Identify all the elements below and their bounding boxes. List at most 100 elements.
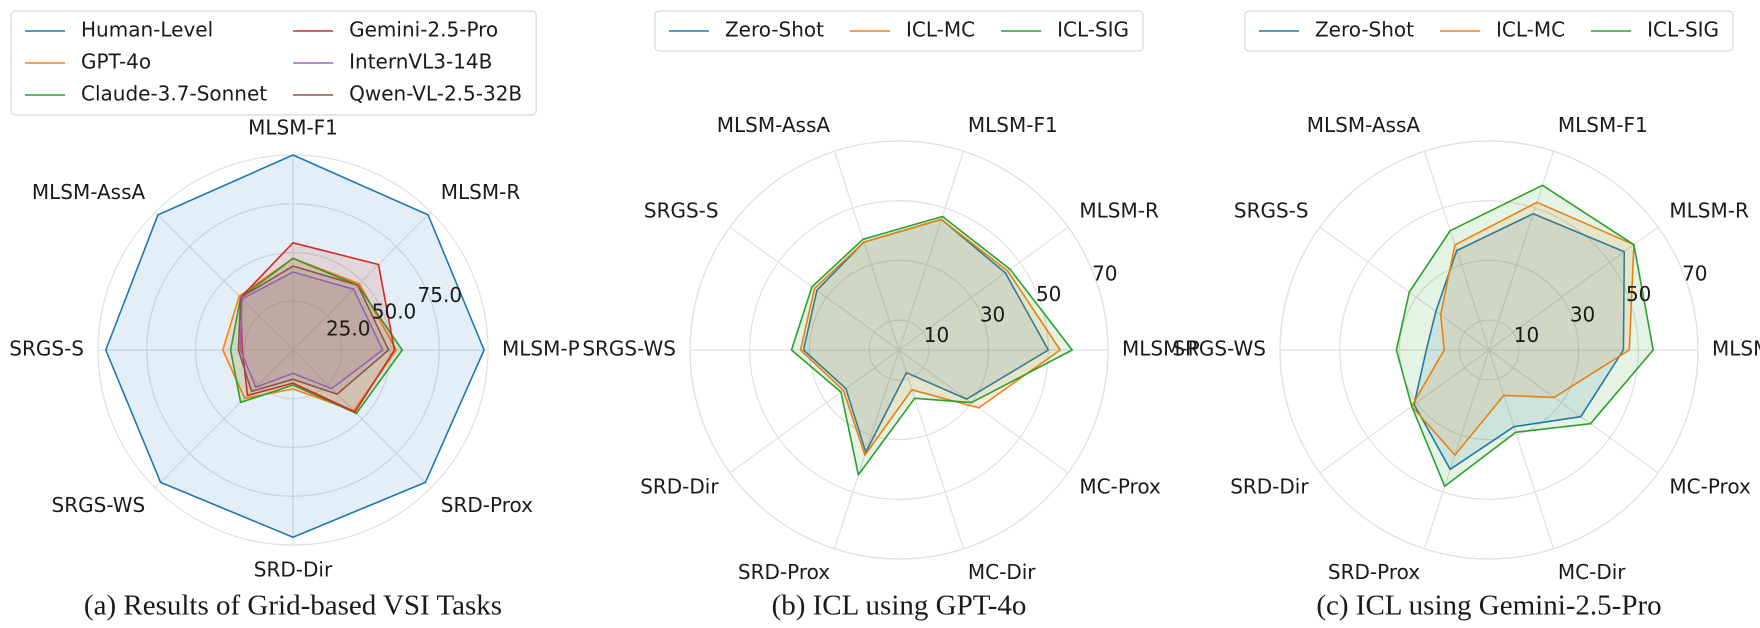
legend-label: Claude-3.7-Sonnet xyxy=(81,82,267,106)
legend-label: Human-Level xyxy=(81,18,213,42)
legend-label: Zero-Shot xyxy=(725,18,824,42)
legend-item: ICL-MC xyxy=(850,18,975,42)
legend-label: Gemini-2.5-Pro xyxy=(349,18,498,42)
axis-label: SRGS-WS xyxy=(582,337,676,361)
legend: Zero-Shot ICL-MC ICL-SIG xyxy=(1244,10,1734,52)
spoke xyxy=(833,151,900,351)
caption: (b) ICL using GPT-4o xyxy=(772,590,1027,622)
spoke xyxy=(898,349,965,549)
axis-label: MLSM-AssA xyxy=(1307,113,1421,137)
axis-label: MLSM-R xyxy=(441,180,521,204)
legend-item: Human-Level xyxy=(25,18,213,42)
legend: Zero-Shot ICL-MC ICL-SIG xyxy=(654,10,1144,52)
series-area xyxy=(1413,212,1626,471)
legend-item: InternVL3-14B xyxy=(293,50,492,74)
legend-item: Zero-Shot xyxy=(668,18,824,42)
spoke xyxy=(729,349,900,474)
axis-label: MC-Dir xyxy=(1558,560,1626,584)
legend-box xyxy=(1244,10,1734,52)
series-area xyxy=(105,154,485,538)
spoke xyxy=(292,211,432,351)
legend-label: ICL-MC xyxy=(906,18,975,42)
series-area xyxy=(802,218,1050,453)
r-tick-label: 10 xyxy=(924,323,949,347)
r-tick-label: 50 xyxy=(1036,282,1061,306)
spoke xyxy=(1488,349,1555,549)
series-area xyxy=(1395,184,1654,488)
r-tick-label: 75.0 xyxy=(418,283,463,307)
axis-label: SRD-Prox xyxy=(738,560,830,584)
axis-label: MLSM-F1 xyxy=(968,113,1058,137)
axis-label: MLSM-P xyxy=(1712,337,1760,361)
legend-box xyxy=(10,10,537,116)
axis-label: MC-Prox xyxy=(1669,475,1751,499)
axis-label: SRGS-WS xyxy=(52,493,146,517)
r-tick-label: 50 xyxy=(1626,282,1651,306)
legend-label: Qwen-VL-2.5-32B xyxy=(349,82,522,106)
spoke xyxy=(1319,349,1490,474)
r-tick-label: 50.0 xyxy=(372,300,417,324)
spoke xyxy=(898,151,965,351)
legend-item: ICL-MC xyxy=(1440,18,1565,42)
spoke xyxy=(1423,349,1490,549)
r-tick-label: 25.0 xyxy=(326,316,371,340)
spoke xyxy=(154,211,294,351)
axis-label: MLSM-F1 xyxy=(248,116,338,140)
series-area xyxy=(790,215,1073,476)
axis-label: MC-Prox xyxy=(1079,475,1161,499)
spoke xyxy=(898,349,1069,474)
axis-label: SRGS-S xyxy=(9,337,84,361)
series-area xyxy=(799,218,1061,456)
legend-label: Zero-Shot xyxy=(1315,18,1414,42)
axis-label: MLSM-P xyxy=(1122,337,1200,361)
axis-label: MLSM-R xyxy=(1079,198,1159,222)
radar-chart: 10 30 50 70 MLSM-P MLSM-R MLSM-F1 MLSM-AssA SRGS… xyxy=(1172,10,1760,622)
axis-label: SRGS-S xyxy=(1234,198,1309,222)
legend-label: ICL-SIG xyxy=(1647,18,1719,42)
axis-label: SRD-Dir xyxy=(1230,475,1309,499)
legend-box xyxy=(654,10,1144,52)
axis-label: SRD-Dir xyxy=(640,475,719,499)
series-area xyxy=(237,265,390,395)
axis-label: SRD-Dir xyxy=(254,558,333,582)
legend-item: ICL-SIG xyxy=(1591,18,1719,42)
axis-label: MLSM-AssA xyxy=(32,180,146,204)
legend-item: GPT-4o xyxy=(25,50,151,74)
axis-label: MLSM-AssA xyxy=(717,113,831,137)
axis-label: SRGS-S xyxy=(644,198,719,222)
axis-label: SRD-Prox xyxy=(1328,560,1420,584)
spoke xyxy=(1488,349,1659,474)
spoke xyxy=(1488,226,1659,351)
legend-item: Zero-Shot xyxy=(1258,18,1414,42)
legend-label: InternVL3-14B xyxy=(349,50,492,74)
series-area xyxy=(239,271,384,390)
r-tick-label: 70 xyxy=(1092,262,1117,286)
spoke xyxy=(1488,151,1555,351)
radar-chart: 10 30 50 70 MLSM-P MLSM-R MLSM-F1 MLSM-AssA SRGS… xyxy=(582,10,1200,622)
spoke xyxy=(154,349,294,489)
caption: (a) Results of Grid-based VSI Tasks xyxy=(84,590,502,622)
axis-label: SRD-Prox xyxy=(441,493,533,517)
axis-label: MLSM-R xyxy=(1669,198,1749,222)
r-tick-label: 70 xyxy=(1682,262,1707,286)
spoke xyxy=(292,349,432,489)
r-tick-label: 10 xyxy=(1514,323,1539,347)
legend-item: Gemini-2.5-Pro xyxy=(293,18,498,42)
axis-label: MLSM-P xyxy=(502,337,580,361)
r-tick-label: 30 xyxy=(1570,302,1595,326)
legend-label: GPT-4o xyxy=(81,50,151,74)
r-tick-label: 30 xyxy=(980,302,1005,326)
series-area xyxy=(1410,201,1635,456)
legend-label: ICL-SIG xyxy=(1057,18,1129,42)
axis-label: MLSM-F1 xyxy=(1558,113,1648,137)
legend-item: Qwen-VL-2.5-32B xyxy=(293,82,522,106)
axis-label: MC-Dir xyxy=(968,560,1036,584)
spoke xyxy=(1319,226,1490,351)
spoke xyxy=(898,226,1069,351)
legend-label: ICL-MC xyxy=(1496,18,1565,42)
legend-item: Claude-3.7-Sonnet xyxy=(25,82,267,106)
legend: Human-Level GPT-4o Claude-3.7-Sonnet Gemini… xyxy=(10,10,537,116)
axis-label: SRGS-WS xyxy=(1172,337,1266,361)
caption: (c) ICL using Gemini-2.5-Pro xyxy=(1316,590,1661,622)
